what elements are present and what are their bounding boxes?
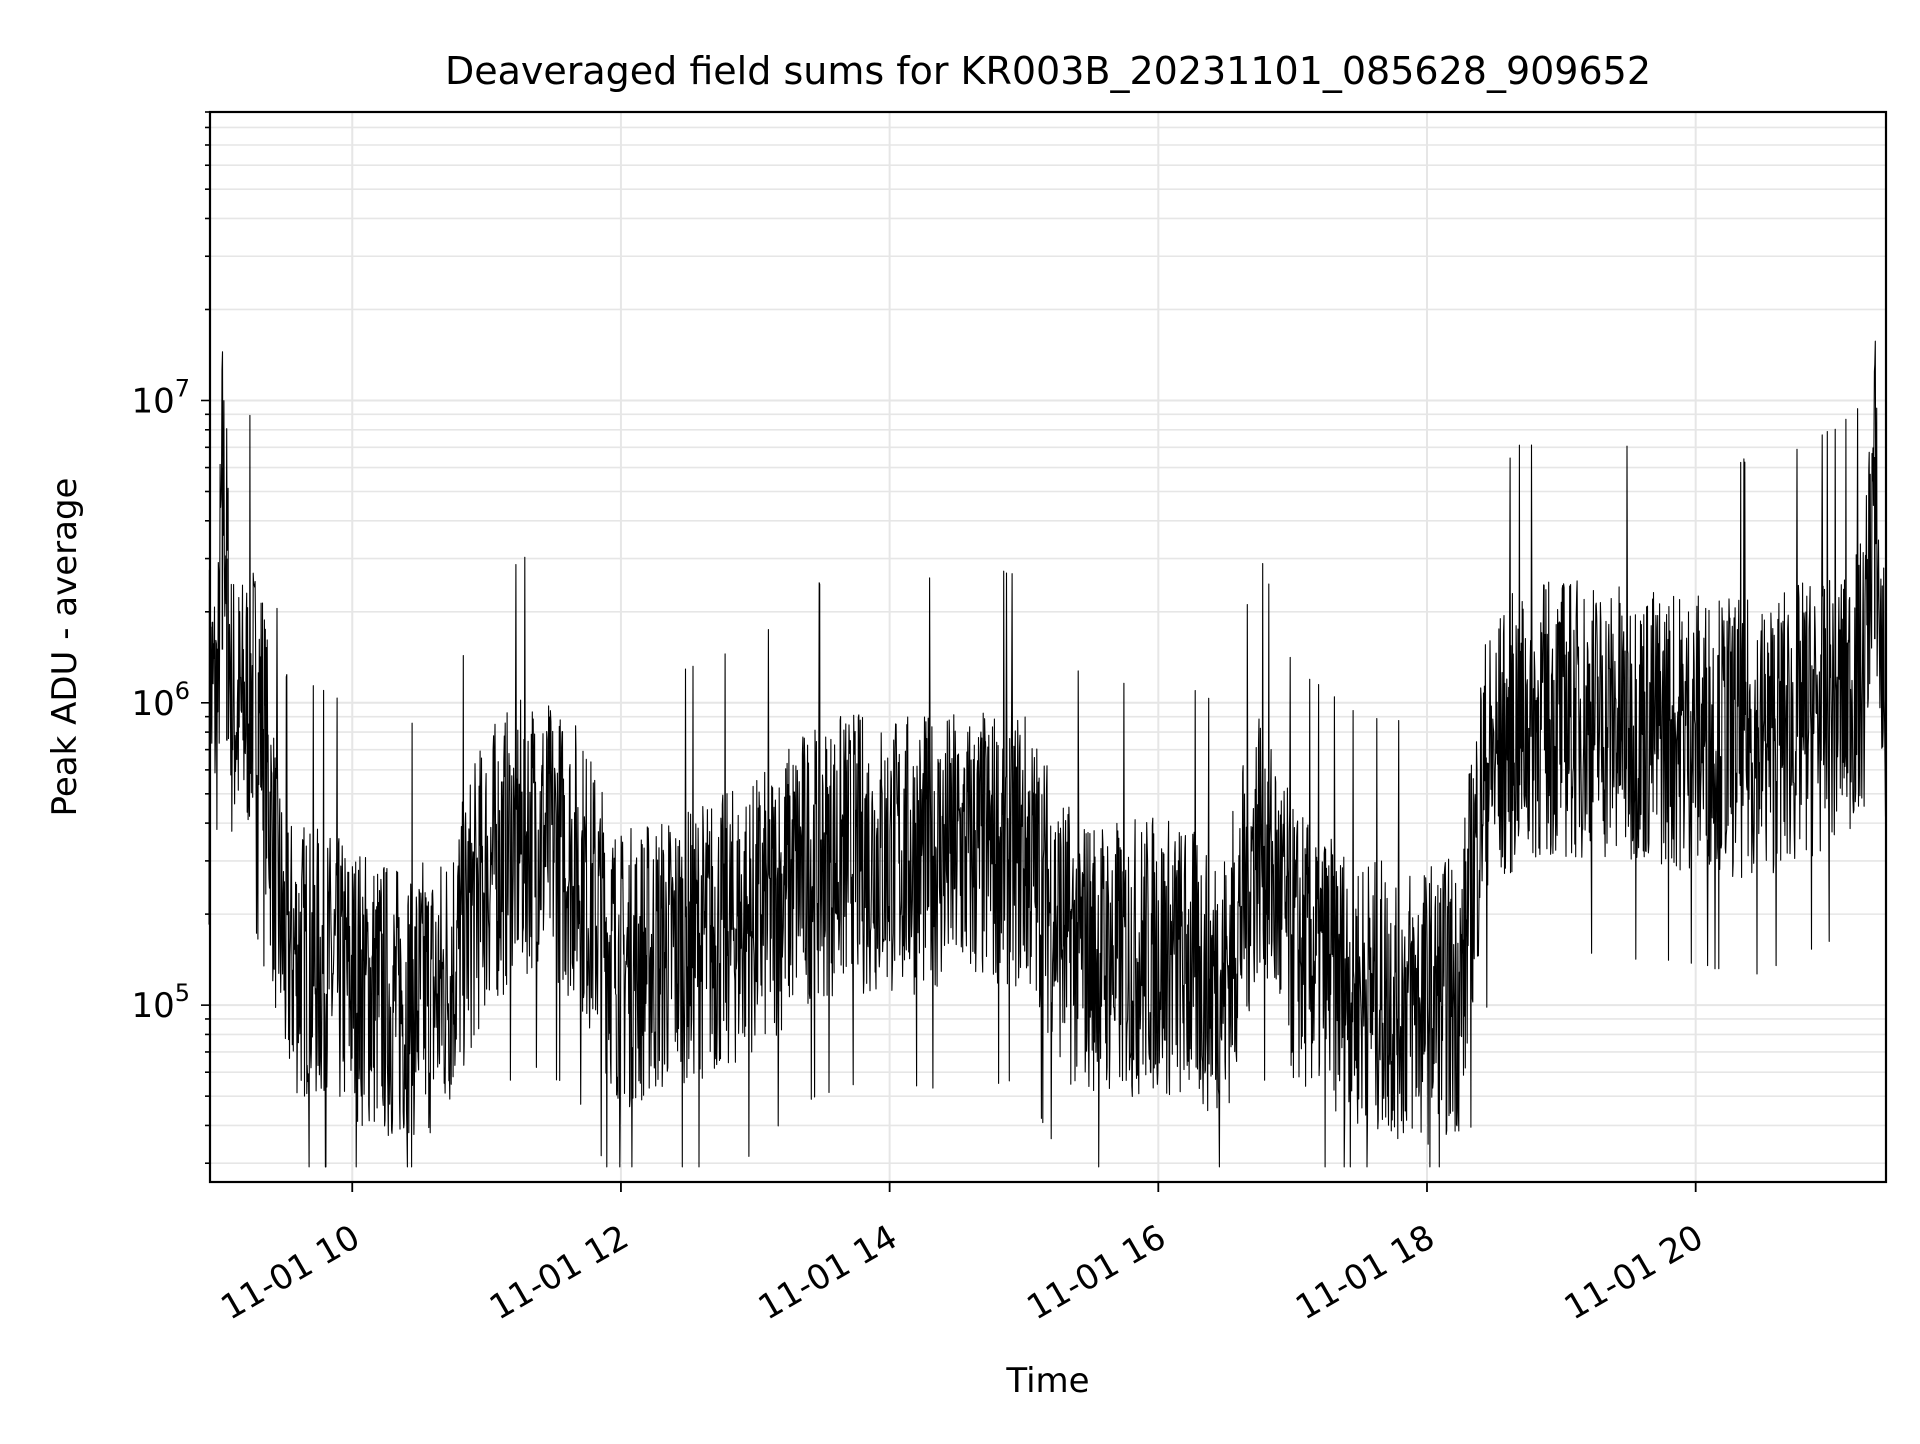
data-trace-group [208, 340, 1887, 1168]
y-tick-label-base: 10 [131, 684, 174, 724]
y-tick-label: 106 [131, 677, 190, 724]
x-tick-label: 11-01 20 [1558, 1217, 1710, 1328]
x-tick-label: 11-01 18 [1289, 1217, 1441, 1328]
axes-frame [208, 110, 1888, 1184]
x-axis-label: Time [1005, 1361, 1089, 1401]
y-axis-label: Peak ADU - average [45, 478, 85, 817]
y-tick-label-base: 10 [131, 986, 174, 1026]
x-tick-label: 11-01 10 [214, 1217, 366, 1328]
data-trace-line [208, 340, 1887, 1168]
x-tick-label: 11-01 12 [483, 1217, 635, 1328]
y-tick-label-base: 10 [131, 381, 174, 421]
y-tick-label-exponent: 6 [175, 677, 190, 705]
x-tick-label: 11-01 14 [752, 1217, 904, 1328]
x-tick-label: 11-01 16 [1020, 1217, 1172, 1328]
chart-title: Deaveraged field sums for KR003B_2023110… [445, 49, 1651, 93]
y-tick-label: 107 [131, 374, 190, 421]
y-tick-label: 105 [131, 979, 190, 1026]
y-tick-label-exponent: 7 [175, 374, 190, 402]
y-tick-label-exponent: 5 [175, 979, 190, 1007]
